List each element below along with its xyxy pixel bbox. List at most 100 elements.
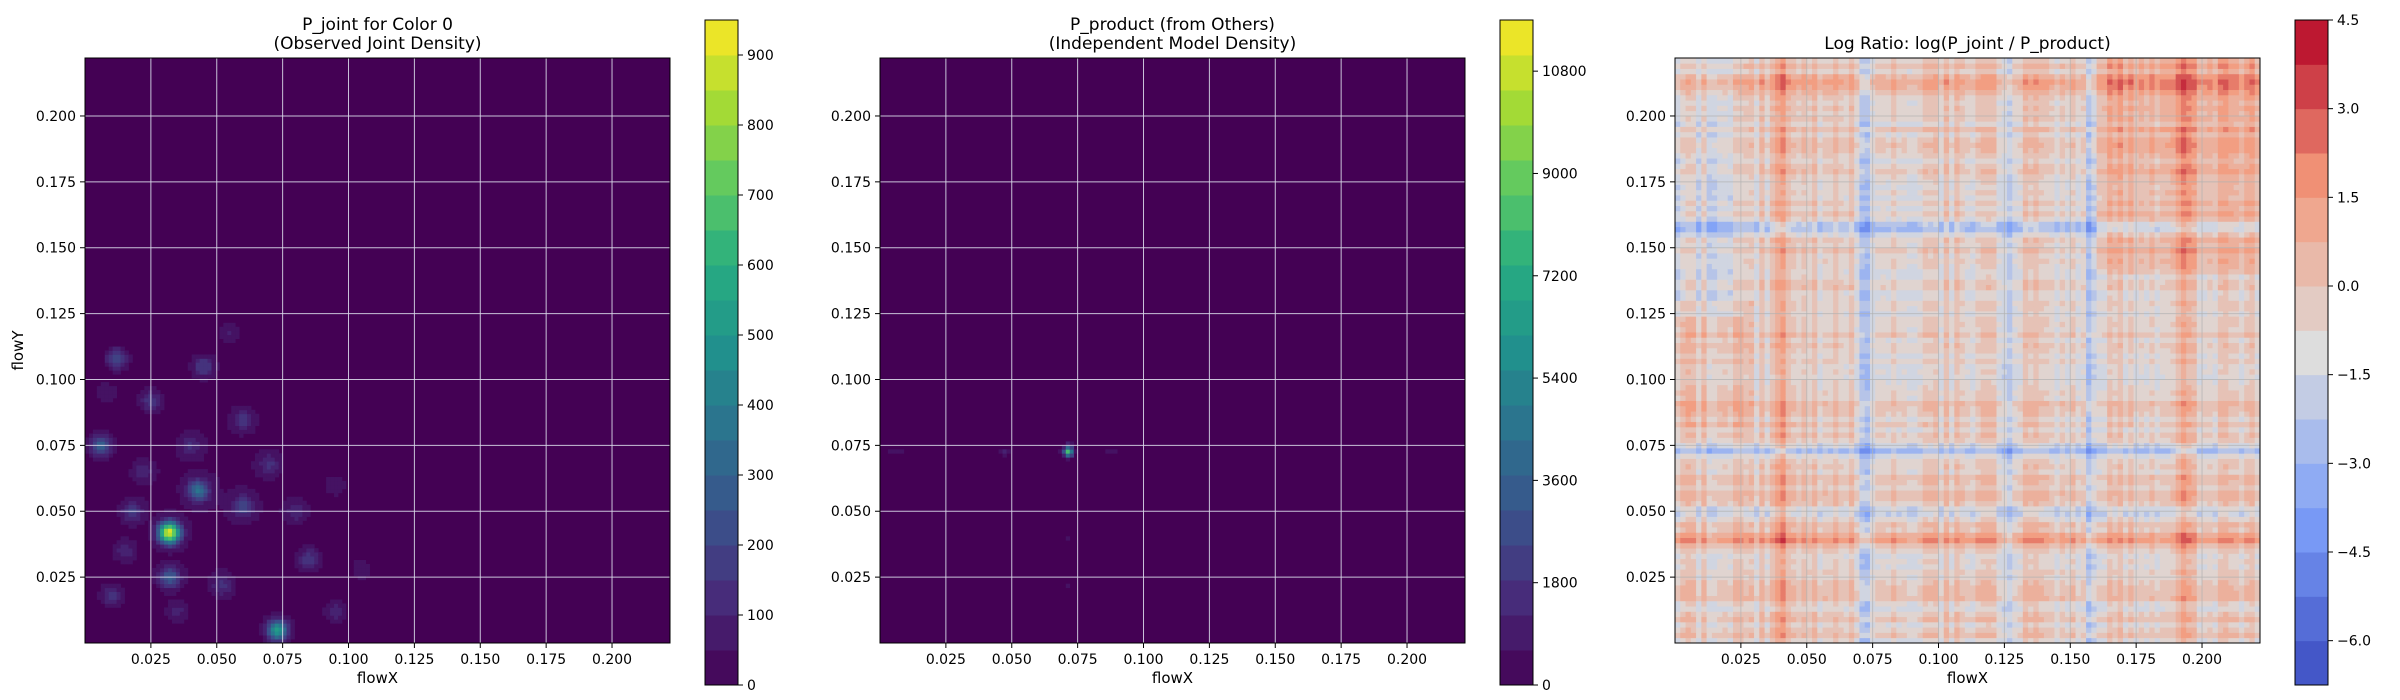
- heat-cell: [1759, 300, 1765, 307]
- heat-cell: [175, 619, 181, 624]
- heat-cell: [1711, 121, 1718, 127]
- heat-cell: [1769, 247, 1776, 254]
- heat-cell: [1827, 300, 1834, 307]
- heat-cell: [1827, 321, 1834, 328]
- heat-cell: [1743, 374, 1750, 380]
- heat-cell: [1685, 158, 1692, 164]
- heat-cell: [1754, 210, 1760, 217]
- heat-cell: [191, 453, 197, 458]
- heat-cell: [1822, 147, 1829, 154]
- heat-cell: [1675, 268, 1681, 275]
- heat-cell: [274, 627, 280, 632]
- heat-cell: [1843, 284, 1850, 291]
- heat-cell: [187, 449, 193, 454]
- heat-cell: [1812, 258, 1818, 264]
- heat-cell: [1680, 73, 1686, 80]
- heat-cell: [1717, 490, 1723, 496]
- heat-cell: [1685, 263, 1692, 270]
- heat-cell: [1785, 231, 1792, 238]
- heat-cell: [1838, 558, 1845, 565]
- heat-cell: [1838, 163, 1845, 170]
- heat-cell: [1790, 527, 1797, 533]
- heat-cell: [1775, 590, 1781, 596]
- heat-cell: [239, 492, 244, 498]
- heat-cell: [1706, 115, 1713, 122]
- heat-cell: [1754, 295, 1760, 301]
- heat-cell: [175, 532, 181, 537]
- heat-cell: [1838, 405, 1845, 412]
- heat-cell: [1706, 189, 1713, 196]
- heat-cell: [1743, 216, 1750, 222]
- heat-cell: [140, 401, 145, 407]
- heat-cell: [92, 453, 98, 458]
- heat-cell: [104, 591, 110, 596]
- heat-cell: [85, 441, 90, 446]
- heat-cell: [1822, 363, 1829, 370]
- heat-cell: [1685, 121, 1692, 127]
- heat-cell: [1754, 421, 1760, 428]
- heat-cell: [156, 397, 161, 403]
- heat-cell: [1822, 384, 1829, 391]
- heat-cell: [1685, 221, 1692, 228]
- heat-cell: [195, 453, 201, 458]
- heat-cell: [1743, 110, 1750, 117]
- heat-cell: [104, 437, 110, 442]
- heat-cell: [179, 516, 185, 521]
- heat-cell: [219, 583, 224, 589]
- heat-cell: [1812, 532, 1818, 538]
- heat-cell: [1843, 426, 1850, 433]
- heat-cell: [1706, 553, 1713, 560]
- heat-cell: [1801, 627, 1808, 633]
- heat-cell: [1790, 73, 1797, 80]
- heat-cell: [1822, 73, 1829, 80]
- heat-cell: [1790, 142, 1797, 148]
- heat-cell: [235, 516, 240, 521]
- heat-cell: [1833, 495, 1839, 502]
- heat-cell: [1743, 511, 1750, 517]
- heat-cell: [1754, 226, 1760, 233]
- heat-cell: [1780, 416, 1787, 423]
- heat-cell: [1827, 258, 1834, 264]
- heat-cell: [1748, 606, 1755, 612]
- heat-cell: [1690, 226, 1697, 233]
- heat-cell: [1838, 548, 1845, 554]
- colorbar-band: [1500, 510, 1533, 546]
- heat-cell: [1057, 449, 1063, 454]
- heat-cell: [108, 358, 114, 363]
- heat-cell: [262, 476, 268, 482]
- y-tick-label: 0.200: [831, 109, 871, 125]
- heat-cell: [120, 366, 125, 371]
- heat-cell: [1706, 258, 1713, 264]
- colorbar-tick-label: 9000: [1542, 166, 1578, 182]
- heat-cell: [1822, 216, 1829, 222]
- heat-cell: [1796, 458, 1802, 465]
- heat-cell: [1843, 553, 1850, 560]
- heat-cell: [1785, 616, 1792, 623]
- heat-cell: [1764, 195, 1771, 201]
- heat-cell: [215, 595, 220, 600]
- heat-cell: [1675, 353, 1681, 359]
- heat-cell: [1711, 173, 1718, 180]
- heat-cell: [1732, 105, 1739, 112]
- heat-cell: [1732, 453, 1739, 459]
- heat-cell: [1817, 627, 1823, 633]
- heat-cell: [168, 611, 173, 616]
- heat-cell: [1822, 511, 1829, 517]
- heat-cell: [1769, 221, 1776, 228]
- heat-cell: [1838, 158, 1845, 164]
- heat-cell: [1796, 205, 1802, 212]
- heat-cell: [1801, 358, 1808, 365]
- heat-cell: [1796, 548, 1802, 554]
- heat-cell: [1743, 600, 1750, 607]
- heat-cell: [1775, 532, 1781, 538]
- heat-cell: [1780, 585, 1787, 591]
- heat-cell: [1727, 258, 1734, 264]
- heat-cell: [1675, 579, 1681, 586]
- heat-cell: [1759, 405, 1765, 412]
- heat-cell: [302, 544, 307, 549]
- heat-cell: [1801, 490, 1808, 496]
- heat-cell: [1706, 326, 1713, 333]
- heat-cell: [254, 504, 260, 510]
- heat-cell: [1822, 368, 1829, 375]
- heat-cell: [1764, 553, 1771, 560]
